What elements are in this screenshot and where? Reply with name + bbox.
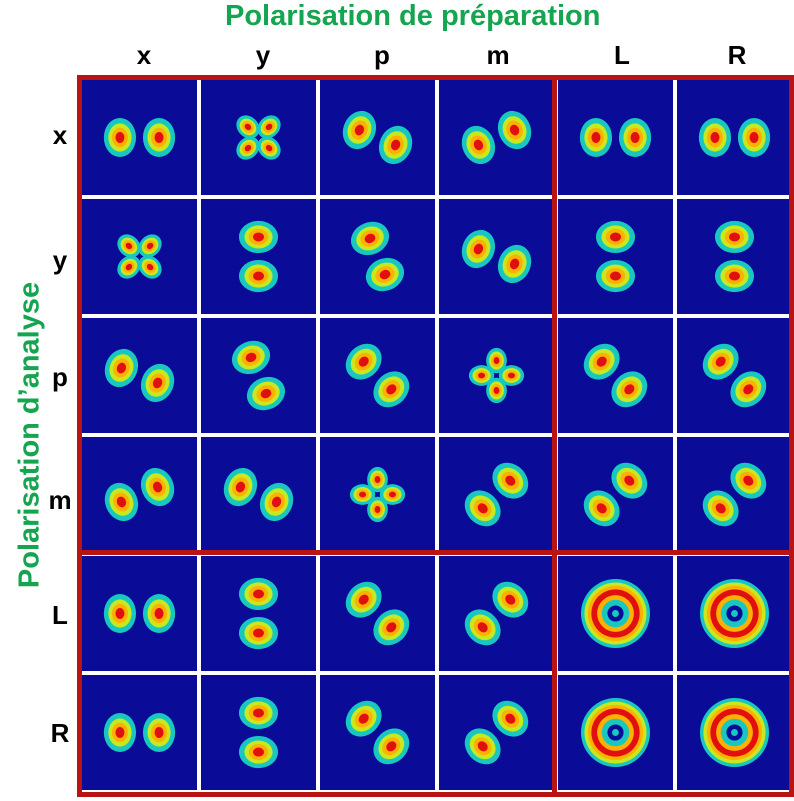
intensity-pattern [103, 593, 176, 634]
intensity-image-x-x [82, 80, 197, 195]
intensity-image-R-y [201, 675, 316, 790]
intensity-pattern [581, 698, 650, 767]
intensity-image-m-x [82, 437, 197, 552]
intensity-image-L-m [439, 556, 554, 671]
intensity-pattern [117, 234, 162, 279]
row-label-m: m [48, 485, 72, 515]
intensity-pattern [345, 343, 410, 408]
intensity-pattern [595, 220, 636, 293]
intensity-image-R-p [320, 675, 435, 790]
intensity-image-m-R [677, 437, 792, 552]
intensity-pattern [103, 712, 176, 753]
column-label-L: L [614, 40, 630, 70]
row-label-x: x [52, 120, 68, 150]
intensity-pattern [350, 221, 405, 292]
intensity-image-R-L [558, 675, 673, 790]
intensity-pattern [104, 348, 175, 403]
intensity-pattern [345, 581, 410, 646]
intensity-image-p-m [439, 318, 554, 433]
intensity-image-m-p [320, 437, 435, 552]
intensity-image-x-L [558, 80, 673, 195]
intensity-image-m-m [439, 437, 554, 552]
intensity-image-y-p [320, 199, 435, 314]
intensity-pattern [698, 117, 771, 158]
intensity-pattern [702, 462, 767, 527]
intensity-pattern [579, 117, 652, 158]
row-label-L: L [52, 600, 68, 630]
intensity-image-m-L [558, 437, 673, 552]
intensity-image-y-R [677, 199, 792, 314]
intensity-pattern [231, 340, 286, 411]
column-label-p: p [374, 40, 390, 70]
column-label-m: m [486, 40, 510, 70]
intensity-pattern [464, 581, 529, 646]
intensity-pattern [461, 229, 532, 284]
column-label-R: R [727, 40, 747, 70]
intensity-pattern [342, 110, 413, 165]
intensity-image-R-m [439, 675, 554, 790]
intensity-pattern [581, 579, 650, 648]
intensity-pattern [238, 696, 279, 769]
intensity-image-x-R [677, 80, 792, 195]
intensity-image-x-p [320, 80, 435, 195]
intensity-image-y-y [201, 199, 316, 314]
intensity-pattern [223, 467, 294, 522]
intensity-pattern [464, 700, 529, 765]
intensity-pattern [702, 343, 767, 408]
intensity-pattern [345, 700, 410, 765]
intensity-image-y-m [439, 199, 554, 314]
intensity-image-x-m [439, 80, 554, 195]
intensity-image-grid [77, 75, 794, 797]
row-label-R: R [50, 718, 70, 748]
analysis-polarisation-title: Polarisation d’analyse [13, 281, 46, 589]
intensity-pattern [349, 466, 406, 523]
intensity-image-p-x [82, 318, 197, 433]
intensity-image-p-p [320, 318, 435, 433]
row-label-p: p [52, 362, 68, 392]
intensity-pattern [700, 579, 769, 648]
column-label-y: y [255, 40, 271, 70]
intensity-image-L-L [558, 556, 673, 671]
intensity-image-p-R [677, 318, 792, 433]
intensity-image-y-x [82, 199, 197, 314]
intensity-pattern [464, 462, 529, 527]
intensity-image-x-y [201, 80, 316, 195]
intensity-image-L-R [677, 556, 792, 671]
intensity-image-m-y [201, 437, 316, 552]
intensity-pattern [104, 467, 175, 522]
intensity-image-R-x [82, 675, 197, 790]
intensity-pattern [236, 115, 281, 160]
intensity-pattern [238, 220, 279, 293]
intensity-image-p-L [558, 318, 673, 433]
intensity-image-L-y [201, 556, 316, 671]
intensity-pattern [461, 110, 532, 165]
intensity-pattern [103, 117, 176, 158]
intensity-image-R-R [677, 675, 792, 790]
intensity-image-L-p [320, 556, 435, 671]
intensity-pattern [714, 220, 755, 293]
intensity-pattern [238, 577, 279, 650]
intensity-pattern [583, 343, 648, 408]
intensity-image-L-x [82, 556, 197, 671]
column-label-x: x [136, 40, 152, 70]
intensity-image-p-y [201, 318, 316, 433]
intensity-image-y-L [558, 199, 673, 314]
preparation-polarisation-title: Polarisation de préparation [225, 0, 601, 32]
row-label-y: y [52, 245, 68, 275]
intensity-pattern [468, 347, 525, 404]
intensity-pattern [583, 462, 648, 527]
intensity-pattern [700, 698, 769, 767]
